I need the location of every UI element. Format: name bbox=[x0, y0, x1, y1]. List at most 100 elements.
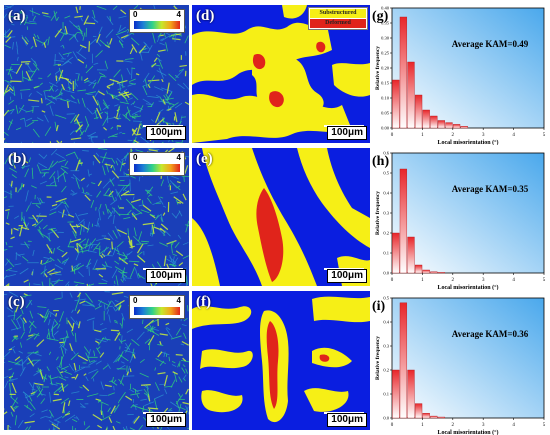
kam-boundary-segment bbox=[72, 192, 78, 196]
kam-boundary-segment bbox=[116, 157, 125, 167]
kam-boundary-segment bbox=[182, 193, 187, 201]
kam-boundary-segment bbox=[17, 419, 24, 429]
kam-boundary-segment bbox=[129, 368, 132, 373]
kam-boundary-segment bbox=[61, 185, 67, 193]
kam-boundary-segment bbox=[11, 174, 17, 179]
kam-boundary-lines bbox=[4, 148, 189, 286]
scale-label-b: 100μm bbox=[146, 269, 186, 283]
kam-boundary-segment bbox=[157, 351, 163, 358]
kam-boundary-segment bbox=[32, 128, 40, 138]
kam-boundary-segment bbox=[64, 412, 71, 416]
kam-boundary-segment bbox=[175, 354, 183, 356]
kam-boundary-segment bbox=[64, 281, 70, 286]
kam-boundary-segment bbox=[8, 153, 14, 158]
kam-texture-c bbox=[4, 291, 189, 430]
histogram-bar bbox=[414, 403, 423, 419]
kam-boundary-segment bbox=[70, 114, 77, 124]
kam-boundary-segment bbox=[104, 163, 111, 166]
kam-boundary-segment bbox=[122, 272, 125, 281]
kam-boundary-segment bbox=[60, 356, 63, 368]
kam-boundary-segment bbox=[129, 427, 136, 430]
kam-boundary-segment bbox=[57, 248, 64, 253]
kam-boundary-segment bbox=[89, 284, 90, 286]
kam-boundary-segment bbox=[162, 120, 172, 125]
kam-boundary-segment bbox=[99, 203, 102, 210]
kam-boundary-segment bbox=[6, 274, 16, 278]
kam-boundary-segment bbox=[128, 97, 133, 101]
kam-boundary-segment bbox=[74, 15, 83, 18]
kam-boundary-segment bbox=[83, 346, 90, 355]
kam-boundary-segment bbox=[115, 304, 122, 311]
kam-boundary-segment bbox=[109, 190, 115, 202]
kam-boundary-segment bbox=[86, 184, 89, 188]
kam-boundary-segment bbox=[132, 140, 135, 143]
kam-boundary-segment bbox=[9, 86, 14, 92]
kam-boundary-segment bbox=[114, 319, 118, 322]
kam-boundary-segment bbox=[138, 204, 145, 207]
kam-boundary-segment bbox=[24, 36, 30, 43]
kam-boundary-segment bbox=[85, 352, 91, 363]
kam-boundary-segment bbox=[60, 365, 69, 370]
kam-boundary-segment bbox=[89, 238, 96, 246]
kam-boundary-segment bbox=[111, 94, 114, 99]
kam-boundary-segment bbox=[120, 361, 125, 364]
kam-boundary-segment bbox=[177, 234, 182, 240]
kam-boundary-segment bbox=[40, 416, 46, 419]
kam-boundary-segment bbox=[53, 425, 55, 430]
kam-boundary-segment bbox=[158, 196, 164, 205]
kam-boundary-segment bbox=[181, 340, 189, 346]
kam-boundary-segment bbox=[111, 135, 118, 138]
x-tick-label: 4 bbox=[512, 133, 515, 138]
kam-boundary-segment bbox=[166, 326, 171, 331]
kam-boundary-segment bbox=[76, 51, 87, 60]
kam-boundary-segment bbox=[165, 328, 173, 339]
kam-boundary-segment bbox=[183, 317, 188, 322]
kam-boundary-segment bbox=[26, 360, 34, 365]
kam-boundary-segment bbox=[88, 266, 90, 276]
cbar-max-b: 4 bbox=[176, 153, 181, 162]
kam-boundary-segment bbox=[58, 384, 69, 393]
kam-boundary-segment bbox=[9, 183, 13, 189]
kam-boundary-segment bbox=[96, 33, 101, 43]
kam-boundary-segment bbox=[106, 300, 112, 310]
cbar-min-a: 0 bbox=[133, 10, 138, 19]
kam-boundary-segment bbox=[54, 201, 64, 210]
cbar-gradient-b bbox=[134, 164, 180, 172]
kam-boundary-segment bbox=[85, 293, 93, 303]
kam-boundary-segment bbox=[77, 73, 80, 81]
kam-boundary-segment bbox=[147, 44, 153, 53]
kam-boundary-segment bbox=[32, 268, 34, 276]
kam-boundary-segment bbox=[65, 336, 67, 342]
kam-boundary-segment bbox=[57, 64, 62, 66]
kam-boundary-segment bbox=[33, 85, 41, 89]
kam-boundary-segment bbox=[30, 68, 38, 79]
x-tick-label: 0 bbox=[391, 278, 394, 283]
kam-boundary-segment bbox=[69, 20, 73, 25]
kam-boundary-segment bbox=[119, 322, 123, 327]
kam-boundary-segment bbox=[157, 58, 162, 62]
kam-boundary-segment bbox=[142, 319, 144, 325]
kam-boundary-segment bbox=[67, 80, 71, 91]
kam-boundary-segment bbox=[101, 410, 104, 418]
kam-boundary-segment bbox=[33, 332, 40, 340]
kam-boundary-segment bbox=[158, 67, 164, 79]
kam-boundary-segment bbox=[86, 107, 93, 115]
kam-boundary-segment bbox=[41, 168, 50, 171]
kam-boundary-segment bbox=[36, 392, 41, 398]
kam-boundary-segment bbox=[79, 225, 83, 236]
kam-boundary-segment bbox=[110, 126, 114, 130]
kam-boundary-segment bbox=[56, 421, 59, 429]
kam-boundary-segment bbox=[147, 327, 159, 331]
kam-boundary-segment bbox=[50, 320, 55, 332]
kam-boundary-segment bbox=[115, 160, 119, 166]
kam-boundary-segment bbox=[49, 141, 52, 143]
kam-boundary-segment bbox=[29, 201, 32, 206]
kam-boundary-segment bbox=[126, 67, 131, 75]
kam-boundary-segment bbox=[27, 79, 33, 81]
kam-boundary-segment bbox=[96, 237, 107, 241]
kam-boundary-segment bbox=[101, 152, 107, 164]
kam-boundary-segment bbox=[49, 391, 52, 403]
kam-boundary-segment bbox=[54, 28, 62, 38]
kam-boundary-segment bbox=[123, 149, 134, 158]
kam-boundary-segment bbox=[4, 357, 5, 360]
